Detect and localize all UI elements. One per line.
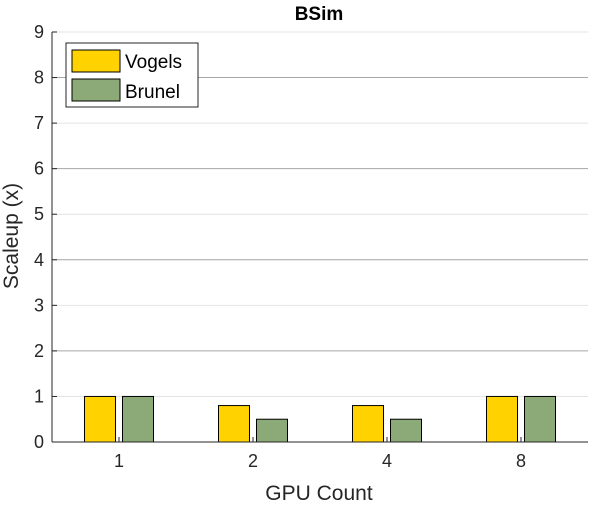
x-tick-label: 2: [248, 451, 258, 471]
legend-swatch-vogels: [71, 49, 121, 73]
bar-brunel-1: [122, 395, 154, 443]
bar-brunel-4: [390, 418, 422, 443]
bars: [84, 395, 556, 443]
bar-vogels-2: [218, 405, 250, 443]
y-tick-label: 8: [34, 68, 44, 88]
y-tick-label: 6: [34, 159, 44, 179]
y-tick-label: 9: [34, 22, 44, 42]
y-tick-label: 4: [34, 250, 44, 270]
legend-label-brunel: Brunel: [125, 82, 180, 103]
y-tick-label: 3: [34, 295, 44, 315]
y-tick-label: 7: [34, 113, 44, 133]
x-axis-label: GPU Count: [265, 482, 373, 505]
bar-vogels-4: [352, 405, 384, 443]
y-tick-labels: 0 1 2 3 4 5 6 7 8 9: [34, 22, 57, 452]
y-tick-label: 2: [34, 341, 44, 361]
chart-title: BSim: [295, 4, 344, 25]
grid-lines: [52, 31, 588, 397]
y-tick-label: 1: [34, 386, 44, 406]
x-tick-label: 1: [114, 451, 124, 471]
y-tick-label: 5: [34, 204, 44, 224]
y-axis-label: Scaleup (x): [0, 183, 23, 289]
y-tick-label: 0: [34, 432, 44, 452]
axes: [51, 32, 588, 443]
x-tick-label: 4: [382, 451, 392, 471]
bar-vogels-1: [84, 395, 116, 443]
bar-brunel-8: [524, 395, 556, 443]
legend: Vogels Brunel: [65, 42, 199, 108]
x-tick-label: 8: [516, 451, 526, 471]
legend-swatch-brunel: [71, 78, 121, 102]
x-tick-labels: 1 2 4 8: [114, 437, 526, 471]
bar-brunel-2: [256, 418, 288, 443]
legend-label-vogels: Vogels: [125, 52, 182, 73]
bar-vogels-8: [486, 395, 518, 443]
